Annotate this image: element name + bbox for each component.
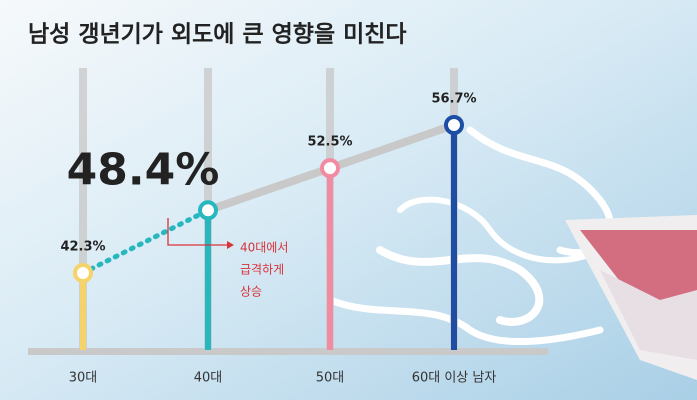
stem bbox=[327, 168, 333, 350]
trend-dotted bbox=[80, 207, 211, 276]
marker bbox=[198, 200, 218, 221]
value-label: 56.7% bbox=[431, 92, 476, 107]
chart-title: 남성 갱년기가 외도에 큰 영향을 미친다 bbox=[28, 22, 407, 48]
annotation-arrow bbox=[167, 218, 228, 246]
x-tick-label: 60대 이상 남자 bbox=[412, 371, 497, 386]
highlight-label: 48.4% bbox=[67, 144, 220, 195]
value-label: 42.3% bbox=[60, 240, 105, 255]
annotation-arrowhead bbox=[227, 241, 234, 249]
marker bbox=[73, 263, 93, 283]
value-label: 52.5% bbox=[307, 135, 352, 150]
annotation: 40대에서 bbox=[240, 241, 288, 255]
stem bbox=[451, 125, 457, 350]
paper-boat bbox=[565, 215, 697, 380]
x-tick-label: 40대 bbox=[194, 371, 223, 386]
column-guide bbox=[79, 68, 87, 350]
marker bbox=[444, 115, 464, 135]
x-tick-label: 50대 bbox=[316, 371, 345, 386]
base-axis bbox=[28, 348, 548, 355]
annotation: 급격하게 bbox=[240, 263, 284, 277]
marker bbox=[320, 158, 340, 179]
annotation: 상승 bbox=[240, 285, 262, 299]
stem bbox=[205, 210, 211, 350]
x-tick-label: 30대 bbox=[69, 371, 98, 386]
stem bbox=[80, 273, 86, 350]
